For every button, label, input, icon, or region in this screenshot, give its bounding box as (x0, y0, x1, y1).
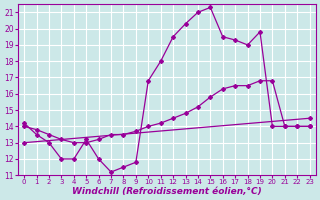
X-axis label: Windchill (Refroidissement éolien,°C): Windchill (Refroidissement éolien,°C) (72, 187, 262, 196)
